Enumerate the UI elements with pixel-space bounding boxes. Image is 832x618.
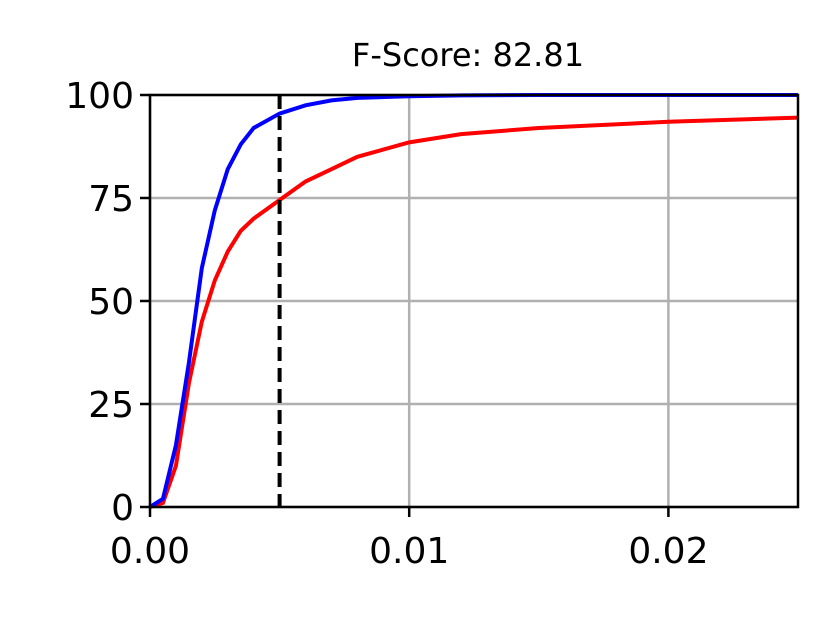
y-tick-label: 25 bbox=[88, 385, 134, 426]
plot-frame bbox=[148, 93, 800, 509]
y-tick-label: 100 bbox=[65, 76, 134, 117]
line-series bbox=[149, 115, 799, 509]
chart-title: F-Score: 82.81 bbox=[352, 36, 584, 74]
x-tick-label: 0.01 bbox=[369, 531, 449, 572]
y-tick-label: 75 bbox=[88, 179, 134, 220]
y-tick-label: 50 bbox=[88, 282, 134, 323]
x-tick-label: 0.00 bbox=[110, 531, 190, 572]
y-tick-label: 0 bbox=[111, 488, 134, 529]
x-tick-label: 0.02 bbox=[628, 531, 708, 572]
